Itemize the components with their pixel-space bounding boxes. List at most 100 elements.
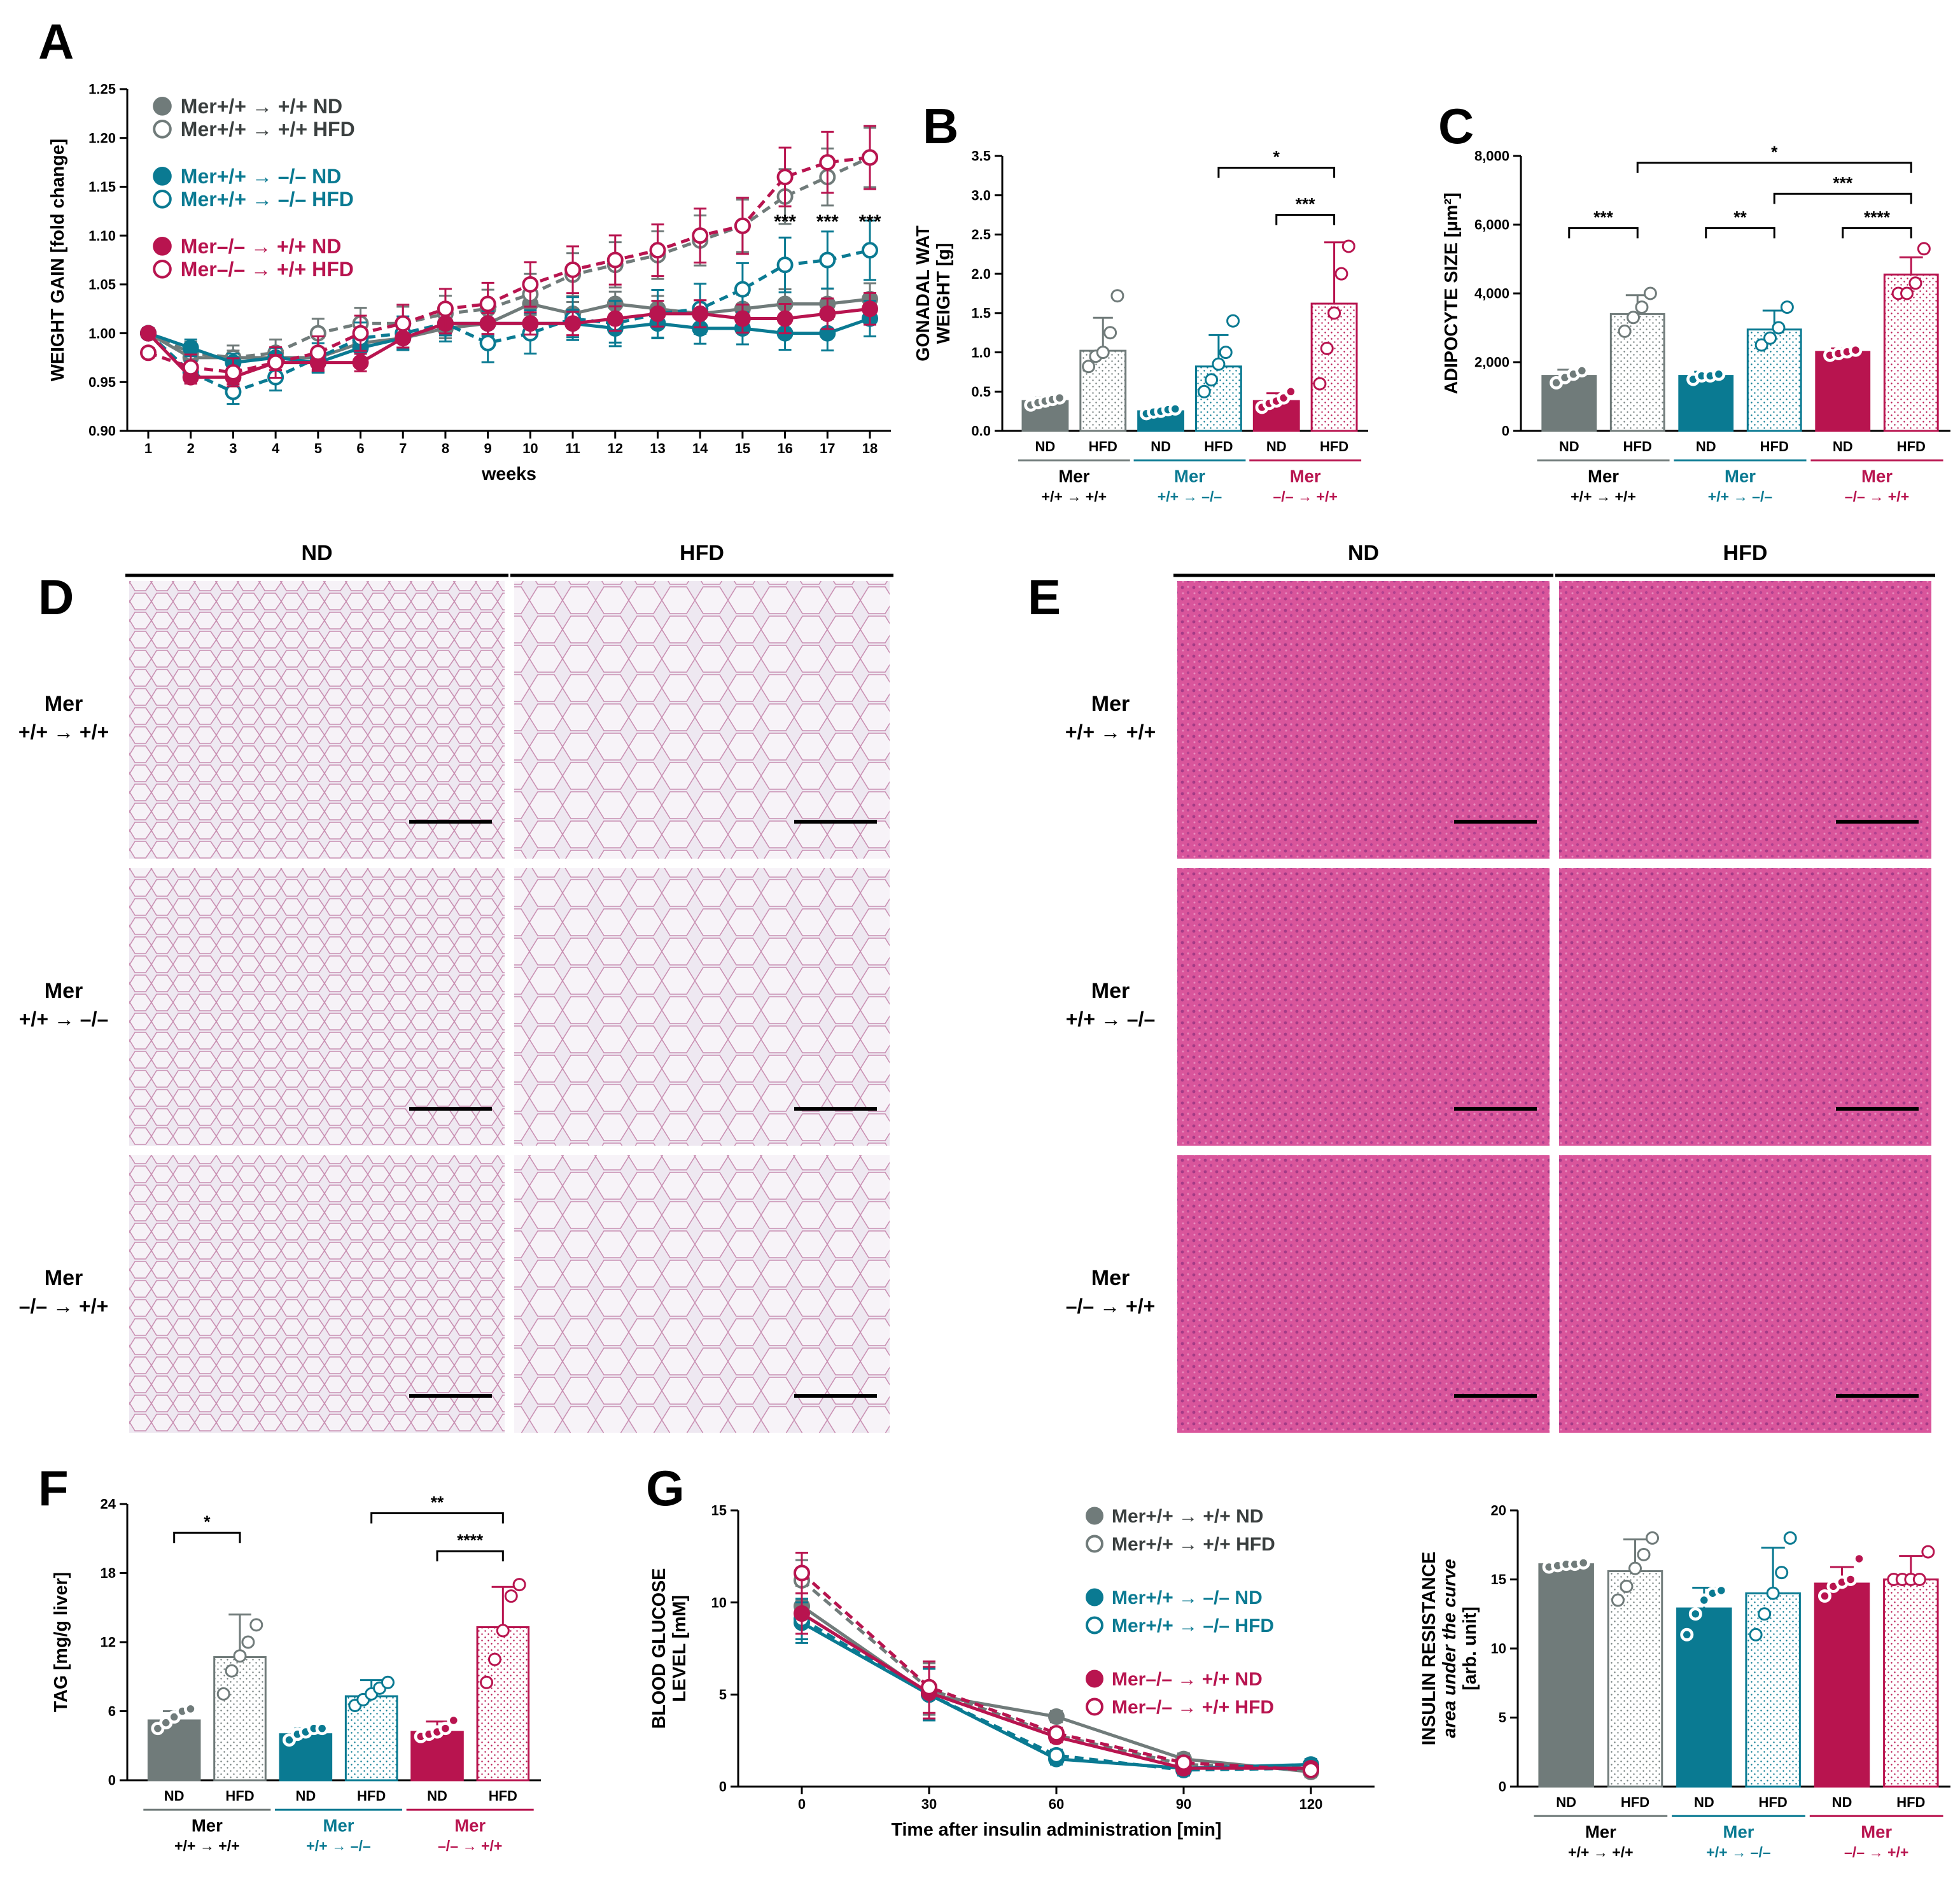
chartC-significance-label: ***: [1593, 207, 1614, 227]
chartA-legend-marker: [153, 120, 172, 139]
chartB-y-tick-label: 0.5: [971, 384, 991, 400]
chart-g-blood-glucose: 0 5 10 15 0 30 60 90 120 Time after insulin admin…: [649, 1503, 1375, 1840]
chartG2-data-point: [1921, 1545, 1935, 1559]
chartA-series-line: [148, 317, 871, 365]
chartA-series-line: [147, 297, 871, 360]
chartC-data-point: [1754, 338, 1768, 352]
chartA-data-point: [862, 149, 878, 166]
chartB-y-axis-label: GONADAL WAT: [913, 225, 934, 362]
chartF-y-tick-label: 24: [101, 1496, 116, 1512]
chartA-x-tick-label: 5: [314, 440, 322, 456]
chartG1-legend-label: Mer–/– → +/+ ND: [1112, 1669, 1263, 1690]
chartB-significance-bracket: [1275, 214, 1336, 225]
chartA-data-point: [225, 363, 242, 381]
chartC-data-point: [1900, 286, 1914, 300]
chartB-group-genotype: +/+ → –/–: [1158, 488, 1222, 505]
chartA-x-tick-label: 9: [484, 440, 492, 456]
chartA-data-point: [692, 305, 709, 322]
chartC-data-point: [1635, 300, 1649, 314]
chartA-data-point: [734, 217, 751, 234]
histD-row-label-name: Mer: [45, 1266, 83, 1290]
chartA-x-tick-label: 1: [144, 440, 152, 456]
panel-e-liver-histology: ND HFD Mer +/+ → +/+ Mer +/+ → –/– Mer –/– → +/…: [1065, 541, 1935, 1433]
chartG1-legend-marker: [1086, 1698, 1103, 1716]
chartA-x-tick-label: 7: [399, 440, 407, 456]
chartG1-data-point: [1048, 1708, 1065, 1726]
chartG1-legend-label: Mer–/– → +/+ HFD: [1112, 1697, 1274, 1718]
chartG2-y-tick-label: 15: [1491, 1571, 1506, 1587]
chartG2-category-label: HFD: [1621, 1794, 1649, 1810]
chartG2-data-point-fill: [1681, 1629, 1693, 1640]
chartB-data-point: [1212, 357, 1226, 371]
chartF-group-genotype: –/– → +/+: [438, 1838, 502, 1854]
chartA-data-point: [564, 315, 582, 332]
chartF-significance-label: ****: [457, 1531, 484, 1550]
chartB-data-point: [1103, 326, 1117, 340]
histE-column-header: HFD: [1723, 541, 1768, 565]
chartF-data-point-fill: [152, 1723, 164, 1734]
chartB-data-point: [1341, 239, 1355, 253]
panel-label-g: G: [646, 1460, 685, 1516]
chartC-group-name: Mer: [1861, 466, 1893, 486]
histD-column-header: ND: [301, 541, 332, 565]
chartB-significance-label: *: [1273, 148, 1280, 167]
chart-b-gonadal-wat: 0.00.51.01.52.02.53.03.5ND HFD ND HFD ND HFDM…: [913, 148, 1368, 505]
chartB-category-label: HFD: [1320, 439, 1348, 454]
chartB-significance-bracket: [1217, 167, 1336, 178]
chartF-bar-nd: [410, 1731, 464, 1782]
chartA-data-point: [395, 315, 412, 332]
chartG2-data-point-fill: [1716, 1585, 1727, 1596]
chartF-y-tick-label: 6: [108, 1703, 116, 1719]
chartG2-category-label: ND: [1694, 1794, 1714, 1810]
chartG2-category-label: HFD: [1896, 1794, 1925, 1810]
chartG1-y-tick-label: 5: [719, 1687, 727, 1703]
histD-micrograph: [129, 1155, 505, 1433]
chartF-data-point: [225, 1664, 239, 1678]
chartG1-data-point: [1303, 1761, 1319, 1778]
chartB-bar-hfd: [1194, 365, 1242, 432]
chartA-data-point: [182, 359, 199, 376]
chartA-y-tick-label: 1.15: [88, 179, 116, 195]
chartC-y-tick-label: 0: [1502, 423, 1509, 439]
chartC-y-tick-label: 2,000: [1474, 355, 1509, 370]
histD-micrograph: [129, 581, 505, 859]
chartA-y-tick-label: 1.05: [88, 277, 116, 293]
chartB-group-genotype: –/– → +/+: [1273, 488, 1337, 505]
chartB-data-point: [1327, 306, 1341, 320]
panel-label-e: E: [1028, 569, 1061, 625]
chartG2-data-point: [1611, 1593, 1625, 1607]
histE-micrograph: [1177, 581, 1550, 859]
chartG2-group-genotype: +/+ → –/–: [1706, 1844, 1771, 1860]
chartB-data-point: [1320, 341, 1334, 355]
histD-row-label-genotype: +/+ → –/–: [19, 1008, 109, 1030]
chartA-data-point: [140, 344, 157, 362]
chartG2-data-point: [1628, 1561, 1642, 1575]
chartB-bar-hfd: [1310, 302, 1358, 432]
panel-label-b: B: [923, 98, 958, 154]
histE-micrograph: [1177, 1155, 1550, 1433]
chartA-y-tick-label: 1.25: [88, 81, 116, 97]
chartG1-legend-marker: [1086, 1670, 1103, 1688]
chartA-legend-marker: [153, 237, 172, 256]
chartA-x-tick-label: 15: [735, 440, 750, 456]
chartF-group-name: Mer: [323, 1815, 354, 1835]
chartG1-legend-marker: [1086, 1535, 1103, 1553]
chartA-data-point: [479, 295, 496, 313]
chartC-data-point-fill: [1713, 369, 1725, 380]
chartG2-y-axis-label: INSULIN RESISTANCE: [1419, 1552, 1439, 1746]
chartA-data-point: [819, 305, 836, 322]
chartF-y-tick-label: 12: [101, 1634, 116, 1650]
chartA-x-tick-label: 8: [442, 440, 449, 456]
chartG2-group-name: Mer: [1861, 1822, 1892, 1841]
panel-label-f: F: [38, 1460, 69, 1516]
chartF-significance-bracket: [370, 1512, 504, 1524]
histD-micrograph: [514, 868, 890, 1146]
chartA-y-tick-label: 0.95: [88, 374, 116, 390]
chartG2-y-tick-label: 5: [1499, 1710, 1506, 1726]
chartA-data-point: [437, 300, 454, 318]
chartC-significance-bracket: [1705, 227, 1775, 239]
chartF-data-point-fill: [448, 1715, 459, 1726]
chartA-legend-label: Mer–/– → +/+ HFD: [181, 258, 354, 281]
chartC-bar-nd: [1678, 375, 1734, 432]
